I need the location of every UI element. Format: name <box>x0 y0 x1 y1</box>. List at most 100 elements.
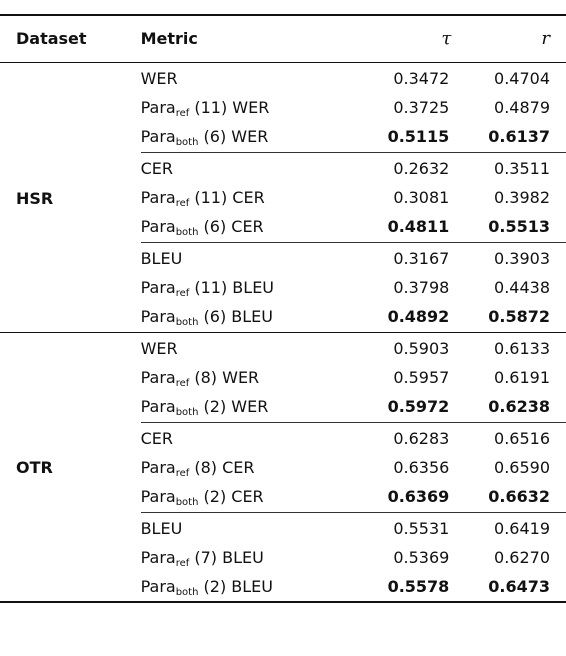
table-body: HSR WER 0.3472 0.4704 Pararef (11) WER 0.3725… <box>0 62 566 602</box>
header-metric: Metric <box>140 15 376 63</box>
r-value: 0.6133 <box>451 331 566 362</box>
metric-cell: BLEU <box>140 511 376 542</box>
metric-cell: Pararef (11) CER <box>141 182 376 212</box>
table-row: Pararef (7) BLEU 0.5369 0.6270 <box>0 542 566 572</box>
metric-base: Para <box>140 127 176 147</box>
tau-value: 0.2632 <box>375 151 452 182</box>
metric-suffix: (8) CER <box>189 457 255 477</box>
metric-subscript: both <box>175 137 199 149</box>
table-row: Pararef (11) BLEU 0.3798 0.4438 <box>0 272 566 302</box>
r-value: 0.6137 <box>488 127 550 147</box>
metric-cell: Paraboth (2) WER <box>141 392 376 422</box>
table-row: Paraboth (6) BLEU 0.4892 0.5872 <box>0 302 566 332</box>
header-dataset: Dataset <box>0 15 141 63</box>
metric-cell: Paraboth (6) WER <box>141 122 376 152</box>
tau-value: 0.3081 <box>393 187 450 207</box>
metric-cell: Paraboth (2) BLEU <box>141 572 376 602</box>
metric-base: Para <box>140 367 176 387</box>
header-row: Dataset Metric τ r <box>0 15 566 63</box>
metric-base: BLEU <box>140 518 183 538</box>
table-row: Pararef (8) WER 0.5957 0.6191 <box>0 362 566 392</box>
metric-suffix: (8) WER <box>189 367 260 387</box>
metric-suffix: (2) CER <box>198 487 264 507</box>
table-row: BLEU 0.3167 0.3903 <box>0 241 566 272</box>
metric-subscript: ref <box>175 557 190 569</box>
table-row: Pararef (8) CER 0.6356 0.6590 <box>0 452 566 482</box>
metric-subscript: ref <box>175 377 190 389</box>
tau-value: 0.4811 <box>387 217 450 237</box>
metric-base: Para <box>140 187 176 207</box>
tau-value: 0.3472 <box>393 68 450 88</box>
tau-value: 0.5369 <box>393 547 450 567</box>
metric-base: Para <box>140 577 176 596</box>
table-row: Paraboth (2) BLEU 0.5578 0.6473 <box>0 572 566 602</box>
tau-value: 0.3798 <box>393 277 450 297</box>
r-value: 0.3903 <box>451 241 566 272</box>
r-value: 0.6516 <box>451 421 566 452</box>
table-row: CER 0.2632 0.3511 <box>0 151 566 182</box>
r-value: 0.6191 <box>494 367 550 387</box>
metric-base: WER <box>140 68 178 88</box>
metric-cell: WER <box>140 331 376 362</box>
table-row: OTR WER 0.5903 0.6133 <box>0 331 566 602</box>
header-r: r <box>451 15 566 63</box>
metric-suffix: (7) BLEU <box>189 547 264 567</box>
results-table: Dataset Metric τ r HSR WER 0.3472 0.4704 Par… <box>0 14 566 603</box>
tau-value: 0.5903 <box>375 331 452 362</box>
r-value: 0.5513 <box>488 217 550 237</box>
metric-cell: Pararef (11) WER <box>141 92 376 122</box>
r-value: 0.6632 <box>488 487 550 507</box>
r-value: 0.4879 <box>494 97 550 117</box>
metric-suffix: (2) BLEU <box>198 577 273 596</box>
metric-cell: WER <box>141 62 376 92</box>
metric-base: Para <box>140 487 176 507</box>
metric-cell: Pararef (11) BLEU <box>141 272 376 302</box>
metric-cell: Pararef (7) BLEU <box>141 542 376 572</box>
metric-suffix: (11) WER <box>189 97 270 117</box>
r-value: 0.6238 <box>488 397 550 417</box>
metric-suffix: (6) BLEU <box>198 307 273 327</box>
metric-base: Para <box>140 397 176 417</box>
metric-base: CER <box>140 158 173 178</box>
tau-value: 0.6369 <box>387 487 450 507</box>
tau-value: 0.6283 <box>375 421 452 452</box>
metric-base: BLEU <box>140 248 183 268</box>
r-value: 0.6419 <box>451 511 566 542</box>
metric-base: Para <box>140 307 176 327</box>
metric-cell: CER <box>140 421 376 452</box>
metric-subscript: ref <box>175 197 190 209</box>
table-row: Paraboth (6) WER 0.5115 0.6137 <box>0 122 566 152</box>
tau-value: 0.5115 <box>387 127 450 147</box>
tau-value: 0.3167 <box>375 241 452 272</box>
metric-cell: Pararef (8) WER <box>141 362 376 392</box>
metric-base: Para <box>140 547 176 567</box>
r-value: 0.3982 <box>494 187 550 207</box>
tau-value: 0.3725 <box>393 97 450 117</box>
metric-suffix: (11) CER <box>189 187 265 207</box>
tau-value: 0.5957 <box>393 367 450 387</box>
metric-suffix: (6) CER <box>198 217 264 237</box>
dataset-label: HSR <box>16 188 54 208</box>
metric-cell: Paraboth (6) CER <box>141 212 376 242</box>
tau-value: 0.5531 <box>375 511 452 542</box>
metric-cell: Pararef (8) CER <box>141 452 376 482</box>
metric-subscript: both <box>175 317 199 329</box>
table-row: Paraboth (2) CER 0.6369 0.6632 <box>0 482 566 512</box>
metric-cell: Paraboth (2) CER <box>141 482 376 512</box>
metric-base: WER <box>140 338 178 358</box>
metric-base: Para <box>140 277 176 297</box>
metric-subscript: ref <box>175 287 190 299</box>
table-row: Pararef (11) WER 0.3725 0.4879 <box>0 92 566 122</box>
r-value: 0.4438 <box>494 277 550 297</box>
r-value: 0.6270 <box>494 547 550 567</box>
tau-value: 0.5578 <box>387 577 450 596</box>
metric-subscript: ref <box>175 107 190 119</box>
r-value: 0.5872 <box>488 307 550 327</box>
header-tau: τ <box>375 15 452 63</box>
metric-subscript: ref <box>175 467 190 479</box>
tau-value: 0.6356 <box>393 457 450 477</box>
metric-cell: Paraboth (6) BLEU <box>141 302 376 332</box>
metric-base: Para <box>140 457 176 477</box>
metric-subscript: both <box>175 587 199 598</box>
r-value: 0.3511 <box>451 151 566 182</box>
